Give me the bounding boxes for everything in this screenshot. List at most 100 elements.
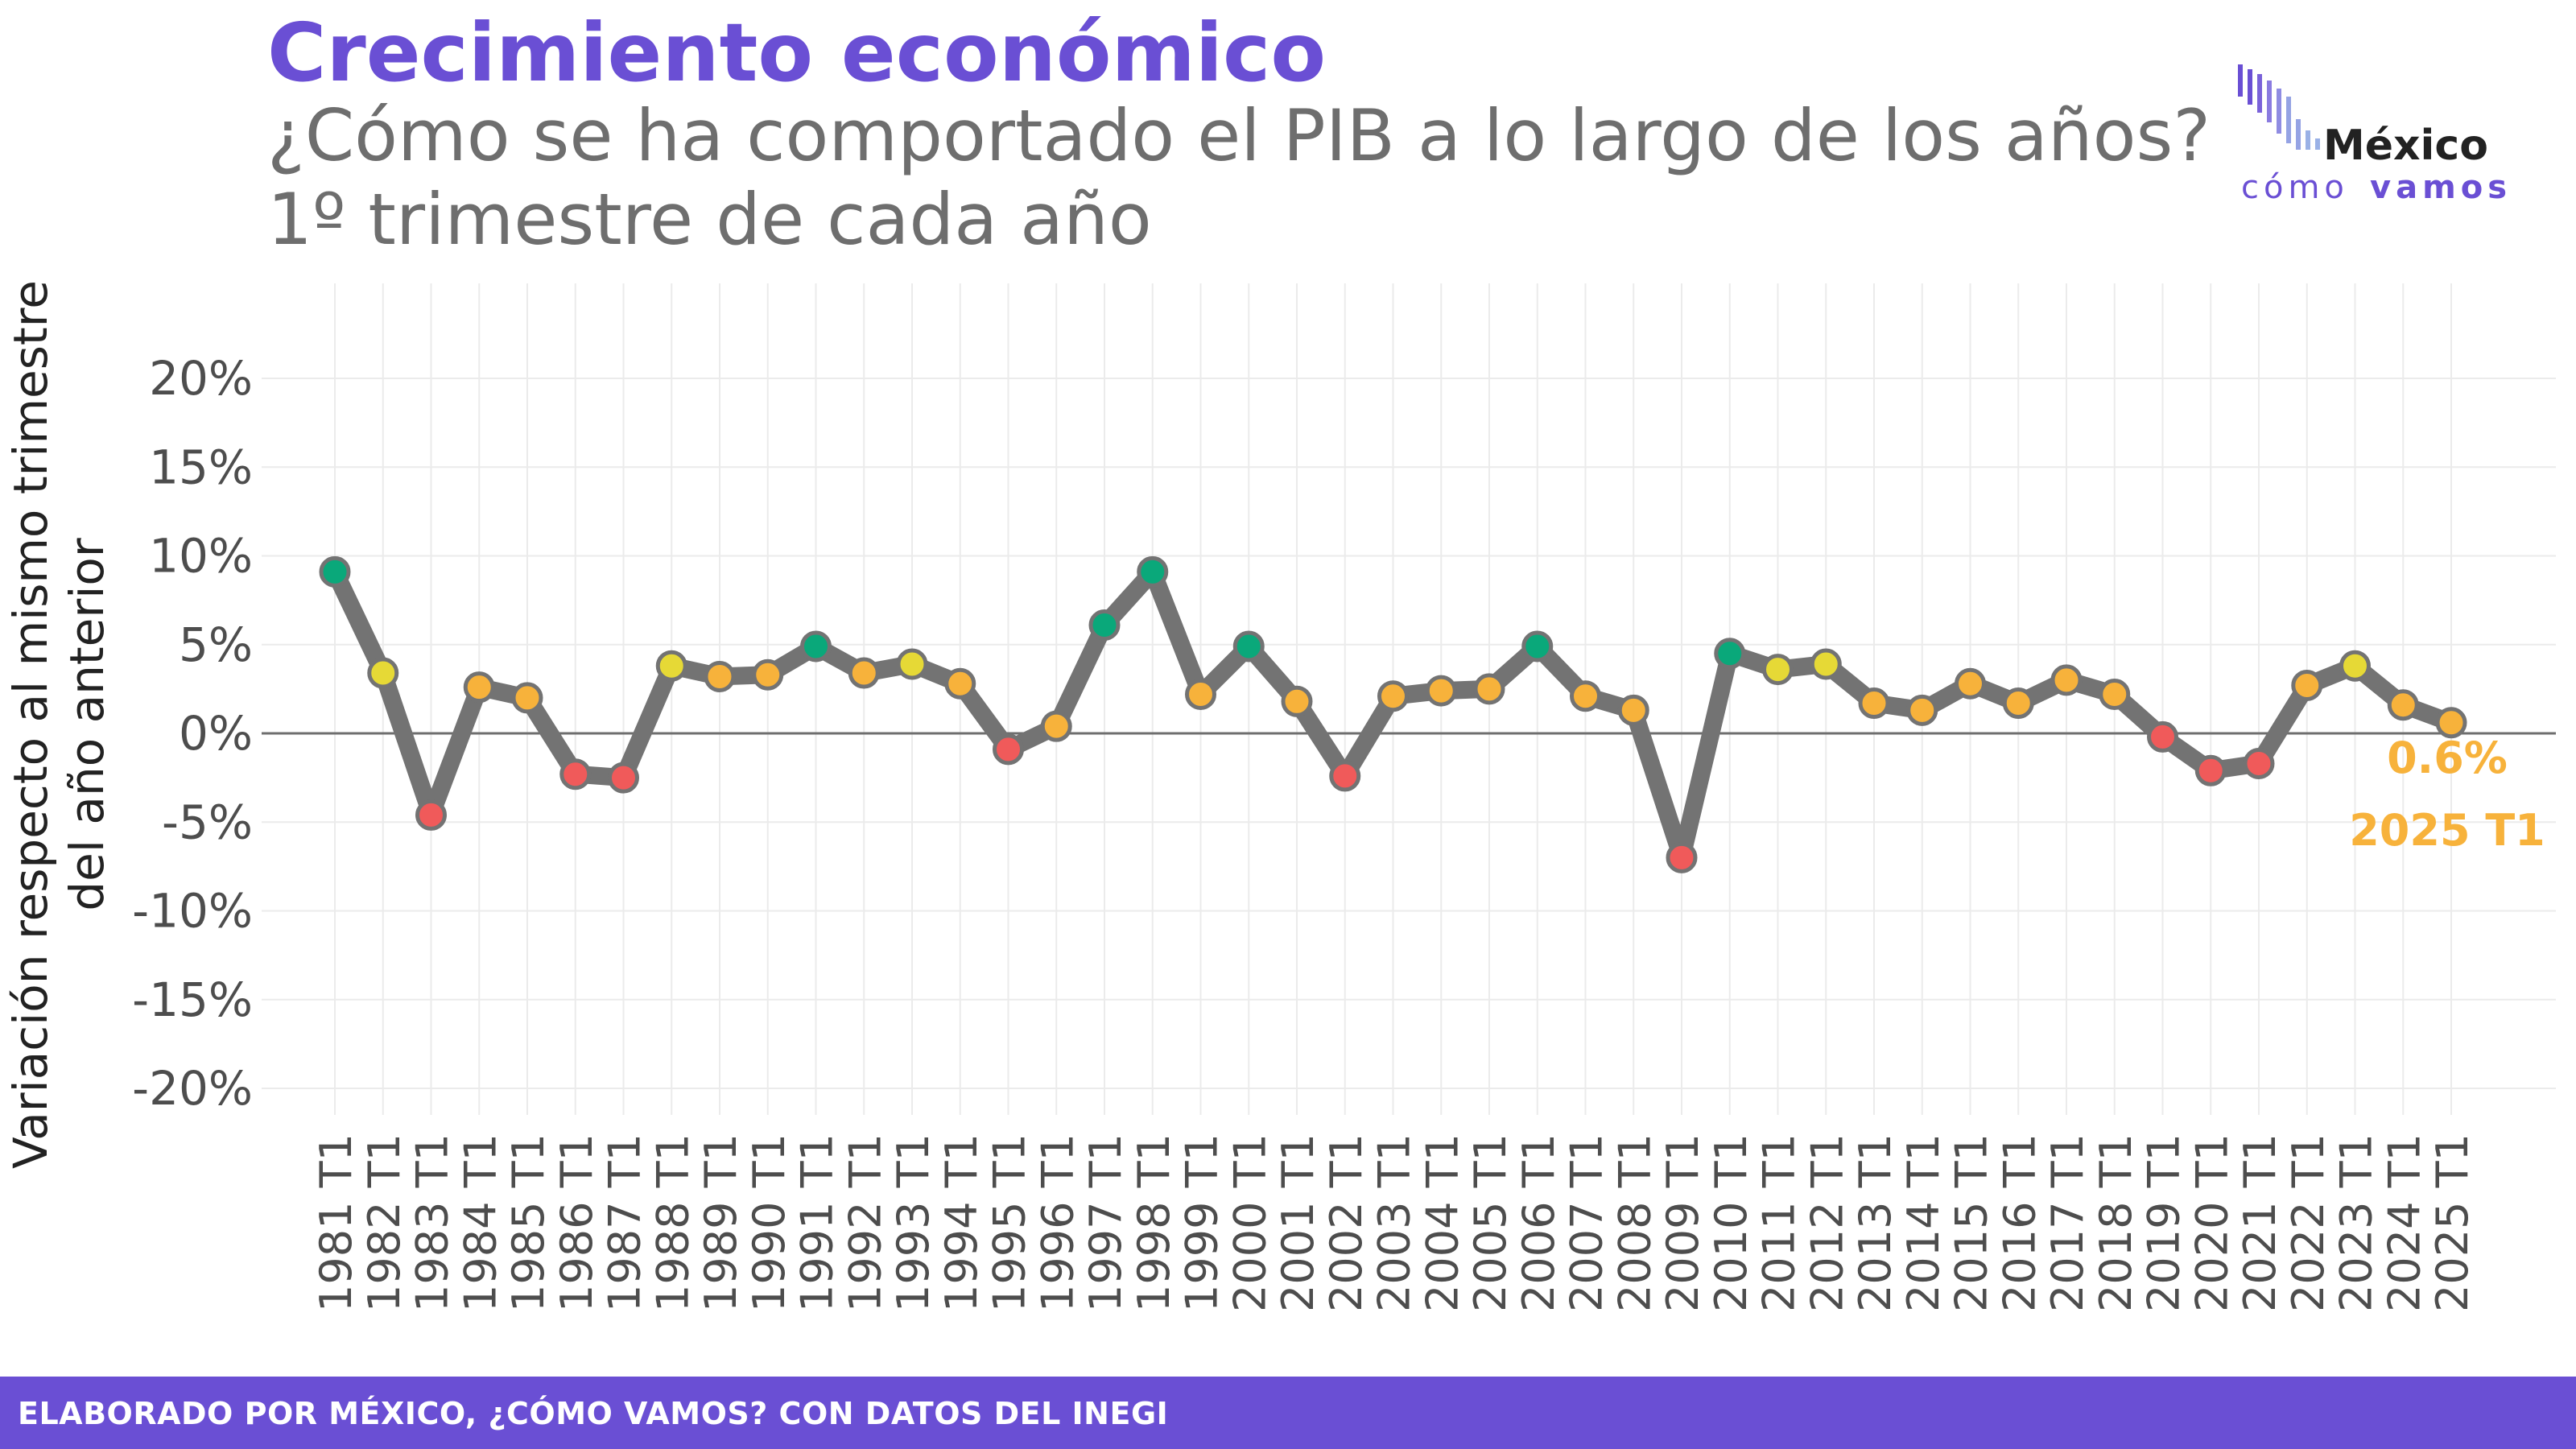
data-point [1377, 680, 1409, 712]
logo-word-vamos: vamos [2370, 169, 2512, 206]
x-tick-label: 1983 T1 [407, 1133, 458, 1312]
x-tick-label: 1995 T1 [985, 1133, 1035, 1312]
x-tick-label: 1989 T1 [696, 1133, 746, 1312]
x-tick-label: 2014 T1 [1898, 1133, 1949, 1312]
data-point [1088, 609, 1121, 641]
data-point [655, 650, 687, 682]
data-point [608, 762, 639, 794]
last-value-annotation: 0.6% [2387, 733, 2508, 783]
x-tick-label: 2008 T1 [1609, 1133, 1660, 1312]
x-tick-label: 2021 T1 [2235, 1133, 2285, 1312]
data-point [463, 671, 495, 704]
data-point [2002, 687, 2034, 720]
gdp-line-chart: 20% 15% 10% 5% 0% -5% -10% -15% -20% 1981 T11982… [3, 280, 2556, 1312]
mexico-como-vamos-logo: México cómo vamos [2238, 64, 2512, 206]
y-axis-label-line2: del año anterior [60, 538, 114, 910]
x-tick-label: 1996 T1 [1032, 1133, 1083, 1312]
data-point [993, 733, 1024, 766]
data-point [2147, 720, 2178, 753]
chart-subtitle-period: 1º trimestre de cada año [267, 178, 1152, 261]
chart-title: Crecimiento económico [267, 6, 1327, 100]
x-tick-label: 2011 T1 [1754, 1133, 1805, 1312]
x-tick-label: 1984 T1 [455, 1133, 506, 1312]
data-point [800, 630, 832, 663]
data-point [2387, 689, 2419, 721]
chart-subtitle: ¿Cómo se ha comportado el PIB a lo largo… [267, 94, 2211, 177]
x-tick-label: 1988 T1 [647, 1133, 698, 1312]
data-point [1329, 760, 1361, 792]
x-tick-label: 2012 T1 [1802, 1133, 1852, 1312]
x-tick-label: 1991 T1 [792, 1133, 843, 1312]
y-tick-label: 20% [149, 351, 253, 406]
x-tick-label: 2001 T1 [1273, 1133, 1323, 1312]
y-tick-label: -10% [132, 884, 253, 939]
y-tick-label: -5% [162, 795, 253, 849]
x-tick-label: 1987 T1 [600, 1133, 650, 1312]
y-tick-label: 15% [149, 440, 253, 494]
gdp-data-points [319, 555, 2467, 873]
x-tick-label: 2005 T1 [1465, 1133, 1516, 1312]
logo-bars-icon [2238, 64, 2320, 150]
data-point [752, 658, 784, 691]
x-tick-label: 1982 T1 [359, 1133, 410, 1312]
data-point [1714, 638, 1746, 670]
data-point [2194, 754, 2227, 786]
logo-word-como: cómo [2241, 169, 2349, 206]
x-tick-label: 2018 T1 [2091, 1133, 2141, 1312]
x-tick-label: 1985 T1 [503, 1133, 554, 1312]
horizontal-gridlines [262, 378, 2556, 1089]
x-tick-label: 2002 T1 [1321, 1133, 1372, 1312]
data-point [704, 660, 736, 692]
data-point [367, 657, 399, 689]
x-tick-label: 1986 T1 [551, 1133, 602, 1312]
data-point [2435, 707, 2467, 739]
x-tick-label: 2015 T1 [1946, 1133, 1997, 1312]
x-tick-label: 2022 T1 [2283, 1133, 2334, 1312]
footer-bar: ELABORADO POR MÉXICO, ¿CÓMO VAMOS? CON D… [0, 1377, 2576, 1449]
data-point [1810, 648, 1842, 680]
x-tick-label: 2016 T1 [1994, 1133, 2045, 1312]
data-point [319, 555, 351, 588]
data-point [2339, 650, 2371, 682]
x-tick-label: 2024 T1 [2379, 1133, 2429, 1312]
x-tick-label: 1993 T1 [888, 1133, 939, 1312]
data-point [1281, 685, 1313, 717]
data-point [1955, 667, 1986, 700]
data-point [1137, 555, 1169, 588]
data-point [2099, 678, 2131, 710]
x-tick-label: 2009 T1 [1657, 1133, 1708, 1312]
x-tick-label: 1992 T1 [840, 1133, 890, 1312]
data-point [1858, 687, 1890, 720]
x-tick-label: 2023 T1 [2331, 1133, 2382, 1312]
data-point [2291, 669, 2323, 701]
x-tick-label: 2003 T1 [1369, 1133, 1420, 1312]
y-tick-label: -15% [132, 972, 253, 1027]
x-tick-label: 2025 T1 [2427, 1133, 2478, 1312]
x-tick-label: 1981 T1 [311, 1133, 361, 1312]
x-tick-label: 1998 T1 [1129, 1133, 1179, 1312]
x-tick-label: 2017 T1 [2042, 1133, 2093, 1312]
data-point [1040, 710, 1072, 742]
data-point [1232, 630, 1265, 663]
y-axis-label-line1: Variación respecto al mismo trimestre [3, 280, 58, 1169]
last-period-annotation: 2025 T1 [2349, 805, 2545, 856]
data-point [1762, 654, 1794, 686]
data-point [896, 648, 928, 680]
data-point [944, 667, 976, 700]
x-tick-label: 1997 T1 [1080, 1133, 1131, 1312]
x-tick-label: 2007 T1 [1562, 1133, 1612, 1312]
x-tick-label: 2004 T1 [1417, 1133, 1468, 1312]
data-point [848, 657, 880, 689]
data-point [1521, 630, 1554, 663]
data-point [1617, 694, 1649, 726]
x-tick-label: 2010 T1 [1706, 1133, 1757, 1312]
x-tick-label: 2020 T1 [2186, 1133, 2237, 1312]
data-point [1906, 694, 1938, 726]
data-point [1570, 680, 1601, 712]
data-point [559, 758, 592, 791]
x-tick-label: 2013 T1 [1850, 1133, 1901, 1312]
data-point [511, 682, 543, 714]
x-tick-label: 1999 T1 [1177, 1133, 1228, 1312]
data-point [1185, 678, 1216, 710]
